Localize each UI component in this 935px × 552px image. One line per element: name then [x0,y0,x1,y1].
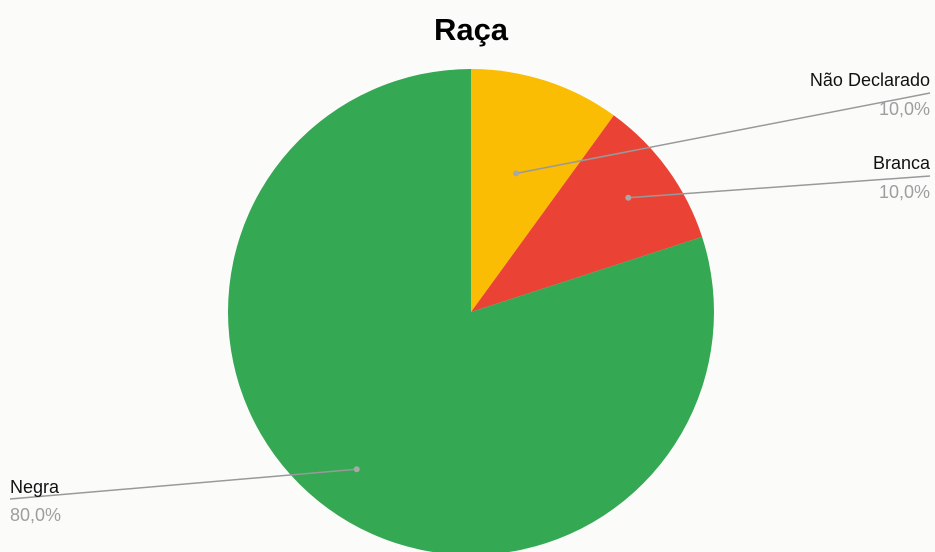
slice-label: Branca [873,153,931,173]
slice-label: Negra [10,477,60,497]
slice-label: Não Declarado [810,70,930,90]
slice-value-label: 10,0% [879,99,930,119]
leader-dot [513,170,520,177]
chart-title: Raça [434,12,509,47]
slice-value-label: 10,0% [879,182,930,202]
leader-line [9,468,357,500]
leader-line [628,175,931,199]
slice-labels: Não Declarado 10,0% Branca 10,0% Negra 80,0% [10,70,931,525]
pie-slices [228,69,714,552]
leader-lines [9,92,931,500]
leader-dot [625,194,632,201]
leader-line [515,92,931,175]
slice-value-label: 80,0% [10,505,61,525]
pie-slice-n-o-declarado [471,69,614,312]
pie-slice-branca [471,115,703,312]
leader-dot [353,466,360,473]
pie-slice-negra [228,69,714,552]
